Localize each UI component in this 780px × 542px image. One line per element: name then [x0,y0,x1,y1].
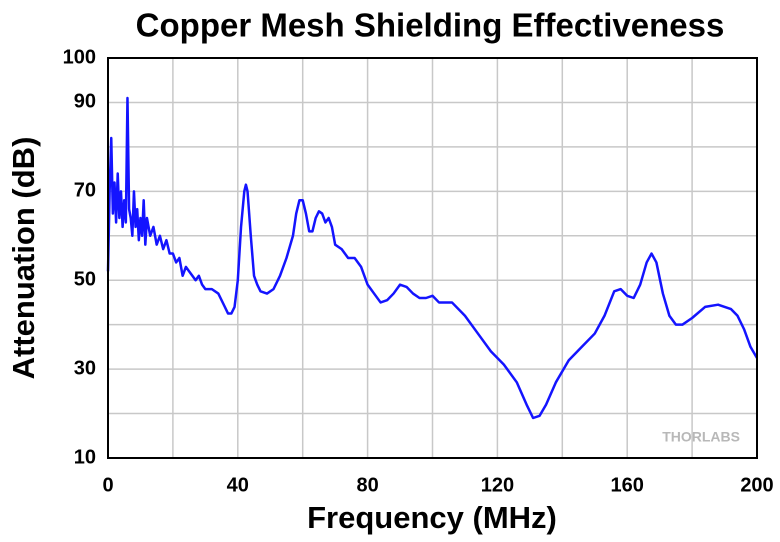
y-tick-label: 50 [74,269,96,291]
y-tick-label: 10 [74,446,96,468]
y-tick-label: 90 [74,91,96,113]
x-tick-label: 120 [481,474,514,496]
x-tick-label: 200 [740,474,773,496]
data-line [106,96,759,420]
watermark: THORLABS [662,429,740,445]
y-tick-label: 100 [63,46,96,68]
plot-frame [107,57,758,459]
x-tick-label: 160 [611,474,644,496]
y-tick-label: 70 [74,180,96,202]
x-tick-label: 0 [102,474,113,496]
x-tick-label: 40 [227,474,249,496]
x-tick-label: 80 [356,474,378,496]
y-tick-label: 30 [74,357,96,379]
chart-title: Copper Mesh Shielding Effectiveness [136,7,725,44]
y-axis-label: Attenuation (dB) [6,137,41,380]
x-axis-label: Frequency (MHz) [307,500,557,535]
